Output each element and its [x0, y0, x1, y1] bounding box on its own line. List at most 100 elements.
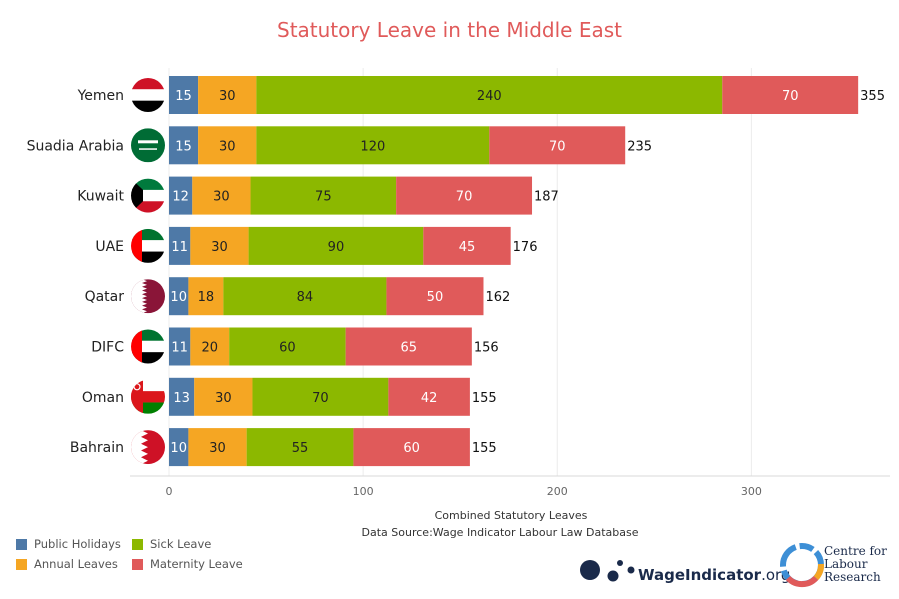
segment-value-label: 120	[360, 139, 385, 154]
bar-segment	[194, 377, 253, 416]
segment-value-label: 30	[219, 89, 236, 104]
total-label: 162	[485, 290, 510, 305]
bar-segment	[190, 327, 230, 366]
segment-value-label: 70	[549, 139, 566, 154]
total-label: 235	[627, 139, 652, 154]
legend-label: Public Holidays	[34, 537, 121, 551]
category-label: Oman	[82, 390, 124, 406]
segment-value-label: 13	[173, 391, 190, 406]
oman-flag-icon	[131, 379, 165, 414]
segment-value-label: 240	[477, 89, 502, 104]
segment-value-label: 12	[172, 190, 189, 205]
bar-segment	[223, 277, 387, 316]
total-label: 155	[472, 391, 497, 406]
clr-line3: Research	[824, 570, 881, 584]
segment-value-label: 30	[215, 391, 232, 406]
legend-swatch	[132, 538, 143, 550]
wageindicator-logo: WageIndicator.org	[578, 558, 790, 588]
bar-segment	[256, 76, 723, 114]
segment-value-label: 10	[170, 441, 187, 456]
x-tick-label: 0	[166, 485, 173, 498]
x-tick-label: 100	[353, 485, 374, 498]
bar-segment	[169, 377, 195, 416]
total-label: 155	[472, 441, 497, 456]
uae-flag-icon	[131, 228, 165, 263]
total-label: 176	[513, 240, 538, 255]
bar-segment	[489, 126, 626, 165]
segment-value-label: 30	[213, 190, 230, 205]
bar-segment	[169, 327, 191, 366]
category-label: Kuwait	[77, 189, 124, 205]
legend-item-maternity-leave: Maternity Leave	[132, 557, 243, 571]
segment-value-label: 30	[219, 139, 236, 154]
clr-logo: Centre for Labour Research	[778, 540, 887, 594]
category-label: DIFC	[91, 340, 124, 356]
segment-value-label: 18	[198, 290, 215, 305]
bar-segment	[386, 277, 484, 316]
segment-value-label: 42	[421, 391, 438, 406]
segment-value-label: 30	[211, 240, 228, 255]
bar-segment	[169, 176, 193, 215]
saudi-arabia-flag-icon	[131, 128, 165, 163]
kuwait-flag-icon	[131, 178, 165, 213]
segment-value-label: 90	[328, 240, 345, 255]
bar-segment	[188, 277, 224, 316]
segment-value-label: 20	[201, 341, 218, 356]
segment-value-label: 10	[170, 290, 187, 305]
total-label: 156	[474, 341, 499, 356]
bar-segment	[190, 226, 249, 265]
x-tick-label: 300	[741, 485, 762, 498]
clr-line1: Centre for	[824, 544, 887, 558]
clr-ring-icon	[780, 543, 825, 588]
segment-value-label: 60	[403, 441, 420, 456]
bar-segment	[169, 76, 199, 114]
x-tick-label: 200	[547, 485, 568, 498]
category-label: Yemen	[77, 88, 124, 104]
bar-segment	[169, 226, 191, 265]
data-source-note: Data Source:Wage Indicator Labour Law Da…	[362, 526, 639, 539]
bar-segment	[248, 226, 424, 265]
bar-segment	[229, 327, 346, 366]
segment-value-label: 15	[175, 89, 192, 104]
bar-segment	[256, 126, 490, 165]
legend-label: Sick Leave	[150, 537, 212, 551]
bar-segment	[198, 126, 257, 165]
bar-segment	[188, 428, 247, 467]
bahrain-flag-icon	[131, 430, 165, 465]
chart-title: Statutory Leave in the Middle East	[277, 18, 622, 42]
legend-item-annual-leaves: Annual Leaves	[16, 557, 118, 571]
bar-segment	[192, 176, 251, 215]
total-label: 355	[860, 89, 885, 104]
segment-value-label: 30	[209, 441, 226, 456]
bar-segment	[169, 277, 189, 316]
legend-item-public-holidays: Public Holidays	[16, 537, 121, 551]
bar-segment	[353, 428, 470, 467]
segment-value-label: 84	[297, 290, 314, 305]
segment-value-label: 60	[279, 341, 296, 356]
legend-swatch	[16, 558, 27, 570]
bar-segment	[396, 176, 533, 215]
segment-value-label: 11	[171, 240, 188, 255]
legend-swatch	[132, 558, 143, 570]
bar-segment	[252, 377, 389, 416]
qatar-flag-icon	[131, 279, 165, 314]
category-label: Suadia Arabia	[27, 138, 124, 154]
segment-value-label: 45	[459, 240, 476, 255]
segment-value-label: 70	[782, 89, 799, 104]
uae-flag-icon	[131, 329, 165, 364]
bar-segment	[423, 226, 511, 265]
bar-segment	[250, 176, 397, 215]
wageindicator-name: WageIndicator	[638, 566, 762, 584]
category-label: Qatar	[85, 289, 125, 305]
legend-label: Maternity Leave	[150, 557, 243, 571]
segment-value-label: 11	[171, 341, 188, 356]
segment-value-label: 50	[427, 290, 444, 305]
yemen-flag-icon	[131, 78, 165, 112]
bar-segment	[246, 428, 354, 467]
bar-segment	[345, 327, 472, 366]
bar-segment	[169, 428, 189, 467]
segment-value-label: 65	[400, 341, 417, 356]
wageindicator-dots-icon	[580, 560, 635, 582]
x-axis-label: Combined Statutory Leaves	[435, 509, 588, 522]
